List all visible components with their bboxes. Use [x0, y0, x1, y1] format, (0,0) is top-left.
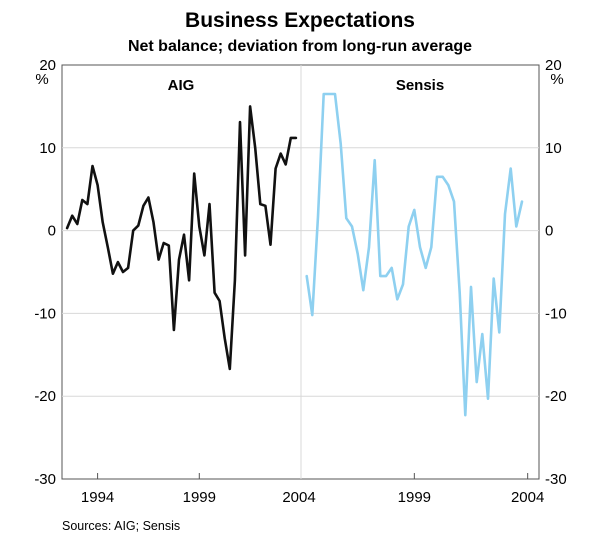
- x-tick-label: 1994: [81, 489, 114, 506]
- y-tick-label: -30: [34, 471, 56, 488]
- y-tick-label: -10: [34, 305, 56, 322]
- x-tick-label: 2004: [511, 489, 544, 506]
- chart-subtitle: Net balance; deviation from long-run ave…: [128, 38, 472, 55]
- sensis-series-line: [305, 92, 524, 417]
- y-tick-label: 10: [545, 140, 562, 157]
- x-tick-label: 2004: [282, 489, 315, 506]
- y-tick-label: 0: [545, 223, 553, 240]
- y-tick-label: 20: [545, 57, 562, 74]
- panel-label-aig: AIG: [168, 77, 195, 94]
- x-tick-label: 1999: [398, 489, 431, 506]
- source-note: Sources: AIG; Sensis: [62, 519, 180, 533]
- left-unit-label: %: [35, 71, 48, 88]
- y-tick-label: 20: [39, 57, 56, 74]
- y-tick-label: 0: [48, 223, 56, 240]
- right-y-axis: 20 10 0 -10 -20 -30: [545, 57, 567, 488]
- chart-title: Business Expectations: [185, 9, 415, 32]
- panel-label-sensis: Sensis: [396, 77, 444, 94]
- aig-series-line: [65, 105, 298, 371]
- y-tick-label: 10: [39, 140, 56, 157]
- y-tick-label: -20: [34, 388, 56, 405]
- y-tick-label: -10: [545, 305, 567, 322]
- right-unit-label: %: [550, 71, 563, 88]
- y-tick-label: -20: [545, 388, 567, 405]
- left-y-axis: 20 10 0 -10 -20 -30: [34, 57, 56, 488]
- y-tick-label: -30: [545, 471, 567, 488]
- x-tick-label: 1999: [183, 489, 216, 506]
- x-axis: 1994 1999 2004 1999 2004: [81, 489, 544, 506]
